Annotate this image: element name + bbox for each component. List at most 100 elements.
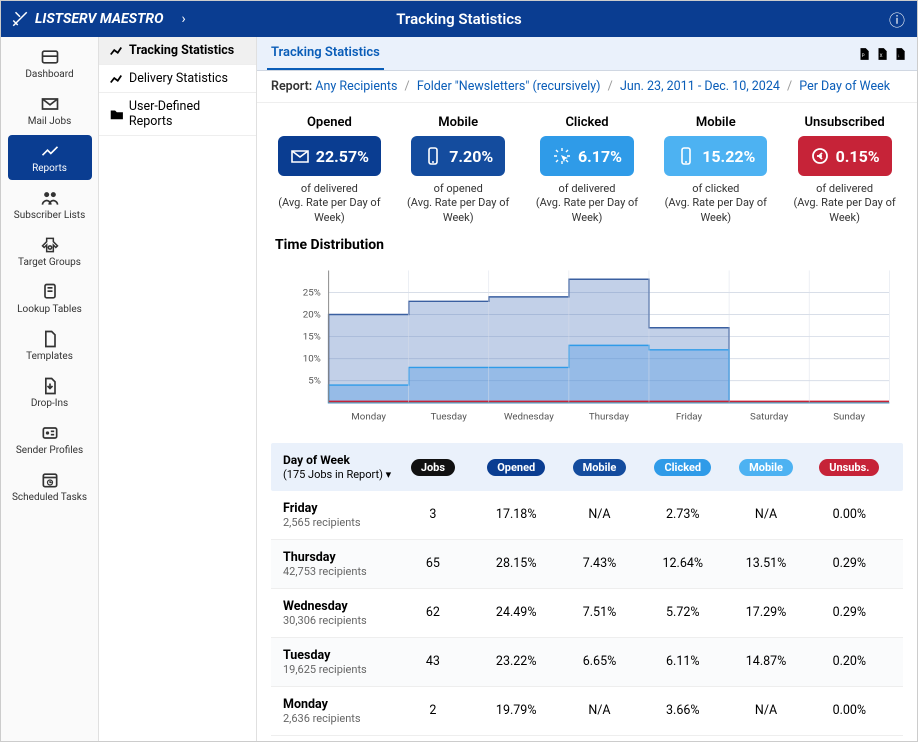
subnav-item[interactable]: Tracking Statistics	[99, 37, 256, 65]
row-cell: 0.29%	[808, 605, 891, 620]
pdf-icon[interactable]: P	[857, 47, 871, 61]
table-row[interactable]: Thursday42,753 recipients6528.15%7.43%12…	[271, 540, 903, 589]
sidenav-label: Scheduled Tasks	[8, 492, 92, 503]
row-recipients: 30,306 recipients	[283, 614, 391, 627]
folder-icon	[109, 107, 123, 121]
excel-icon[interactable]: X	[875, 47, 889, 61]
table-row[interactable]: Friday2,565 recipients317.18%N/A2.73%N/A…	[271, 491, 903, 540]
row-cell: 62	[391, 605, 474, 620]
sidenav-item-lookup[interactable]: Lookup Tables	[8, 276, 92, 321]
svg-text:10%: 10%	[303, 353, 321, 364]
metric-title: Clicked	[523, 115, 652, 130]
table-col[interactable]: Unsubs.	[808, 460, 891, 474]
svg-text:Saturday: Saturday	[750, 412, 789, 423]
metric-card[interactable]: Mobile15.22%of clicked(Avg. Rate per Day…	[651, 115, 780, 225]
metric-value-box: 15.22%	[664, 136, 767, 176]
table-col[interactable]: Jobs	[391, 460, 474, 474]
row-cell: 5.72%	[641, 605, 724, 620]
chart-icon	[109, 72, 123, 86]
row-cell: 6.65%	[558, 654, 641, 669]
metric-title: Mobile	[394, 115, 523, 130]
metric-card[interactable]: Mobile 7.20% of opened(Avg. Rate per Day o…	[394, 115, 523, 225]
metric-value: 22.57%	[316, 147, 369, 166]
table-col[interactable]: Opened	[475, 460, 558, 474]
row-day: Tuesday	[283, 648, 391, 663]
row-cell: 28.15%	[475, 556, 558, 571]
subnav-item[interactable]: Delivery Statistics	[99, 65, 256, 93]
subnav: Tracking Statistics Delivery Statistics Us…	[99, 37, 257, 741]
breadcrumb-link[interactable]: Per Day of Week	[799, 79, 890, 94]
metric-title: Opened	[265, 115, 394, 130]
subnav-item[interactable]: User-Defined Reports	[99, 93, 256, 136]
metric-card[interactable]: Unsubscribed0.15%of delivered(Avg. Rate …	[780, 115, 909, 225]
table-header: Day of Week(175 Jobs in Report) ▾JobsOpe…	[271, 443, 903, 491]
mailjobs-icon	[39, 94, 61, 114]
sidenav-item-target[interactable]: Target Groups	[8, 229, 92, 274]
metric-value-box: 0.15%	[798, 136, 892, 176]
subnav-label: User-Defined Reports	[129, 99, 246, 129]
sidenav-item-mailjobs[interactable]: Mail Jobs	[8, 88, 92, 133]
svg-text:↓: ↓	[898, 53, 900, 58]
tab-tracking-statistics[interactable]: Tracking Statistics	[267, 37, 384, 70]
sidenav-label: Lookup Tables	[8, 304, 92, 315]
row-cell: 6.11%	[641, 654, 724, 669]
metric-sub: of delivered(Avg. Rate per Day of Week)	[265, 182, 394, 225]
sidenav-label: Subscriber Lists	[8, 210, 92, 221]
svg-text:Wednesday: Wednesday	[504, 412, 554, 423]
row-cell: 2.73%	[641, 507, 724, 522]
unsub-icon	[810, 146, 830, 166]
sidenav-item-subscriber[interactable]: Subscriber Lists	[8, 182, 92, 227]
envelope-icon	[290, 146, 310, 166]
table-col[interactable]: Mobile	[724, 460, 807, 474]
help-icon[interactable]: ⓘ	[889, 7, 905, 31]
table-row[interactable]: Monday2,636 recipients219.79%N/A3.66%N/A…	[271, 687, 903, 736]
sidenav-item-templates[interactable]: Templates	[8, 323, 92, 368]
row-cell: 0.00%	[808, 703, 891, 718]
sidenav-item-scheduled[interactable]: Scheduled Tasks	[8, 464, 92, 509]
sidenav-item-reports[interactable]: Reports	[8, 135, 92, 180]
click-icon	[552, 146, 572, 166]
subnav-label: Tracking Statistics	[129, 43, 234, 58]
breadcrumb-link[interactable]: Any Recipients	[315, 79, 397, 94]
svg-text:Sunday: Sunday	[833, 412, 865, 423]
templates-icon	[39, 329, 61, 349]
metrics-row: Opened 22.57% of delivered(Avg. Rate per D…	[257, 103, 917, 229]
brand[interactable]: LISTSERV MAESTRO	[11, 10, 164, 28]
phone-icon	[676, 146, 696, 166]
row-recipients: 2,565 recipients	[283, 516, 391, 529]
sidenav-item-dashboard[interactable]: Dashboard	[8, 41, 92, 86]
metric-value: 15.22%	[702, 147, 755, 166]
svg-text:25%: 25%	[303, 287, 321, 298]
sidenav-item-sender[interactable]: Sender Profiles	[8, 417, 92, 462]
metric-card[interactable]: Clicked6.17%of delivered(Avg. Rate per D…	[523, 115, 652, 225]
metric-sub: of opened(Avg. Rate per Day of Week)	[394, 182, 523, 225]
sidenav-item-dropins[interactable]: Drop-Ins	[8, 370, 92, 415]
row-cell: 3.66%	[641, 703, 724, 718]
metric-value-box: 7.20%	[411, 136, 505, 176]
table-row[interactable]: Wednesday30,306 recipients6224.49%7.51%5…	[271, 589, 903, 638]
row-cell: 7.43%	[558, 556, 641, 571]
table-col[interactable]: Clicked	[641, 460, 724, 474]
table-row[interactable]: Tuesday19,625 recipients4323.22%6.65%6.1…	[271, 638, 903, 687]
svg-text:20%: 20%	[303, 309, 321, 320]
download-icon[interactable]: ↓	[893, 47, 907, 61]
table-col[interactable]: Mobile	[558, 460, 641, 474]
breadcrumb-link[interactable]: Jun. 23, 2011 - Dec. 10, 2024	[620, 79, 780, 94]
sidenav-label: Dashboard	[8, 69, 92, 80]
row-cell: 2	[391, 703, 474, 718]
chevron-right-icon[interactable]: ›	[182, 11, 186, 27]
row-day: Wednesday	[283, 599, 391, 614]
row-cell: 43	[391, 654, 474, 669]
sidenav-label: Reports	[8, 163, 92, 174]
row-cell: 0.00%	[808, 507, 891, 522]
table-head-left[interactable]: Day of Week(175 Jobs in Report) ▾	[283, 453, 391, 481]
table-footnote: The list above shows all 5 rows in the r…	[271, 736, 903, 741]
breadcrumb-link[interactable]: Folder "Newsletters" (recursively)	[417, 79, 601, 94]
dashboard-icon	[39, 47, 61, 67]
metric-value: 0.15%	[836, 147, 880, 166]
row-day: Monday	[283, 697, 391, 712]
metric-card[interactable]: Opened 22.57% of delivered(Avg. Rate per D…	[265, 115, 394, 225]
row-cell: 65	[391, 556, 474, 571]
row-cell: 0.29%	[808, 556, 891, 571]
row-cell: 7.51%	[558, 605, 641, 620]
